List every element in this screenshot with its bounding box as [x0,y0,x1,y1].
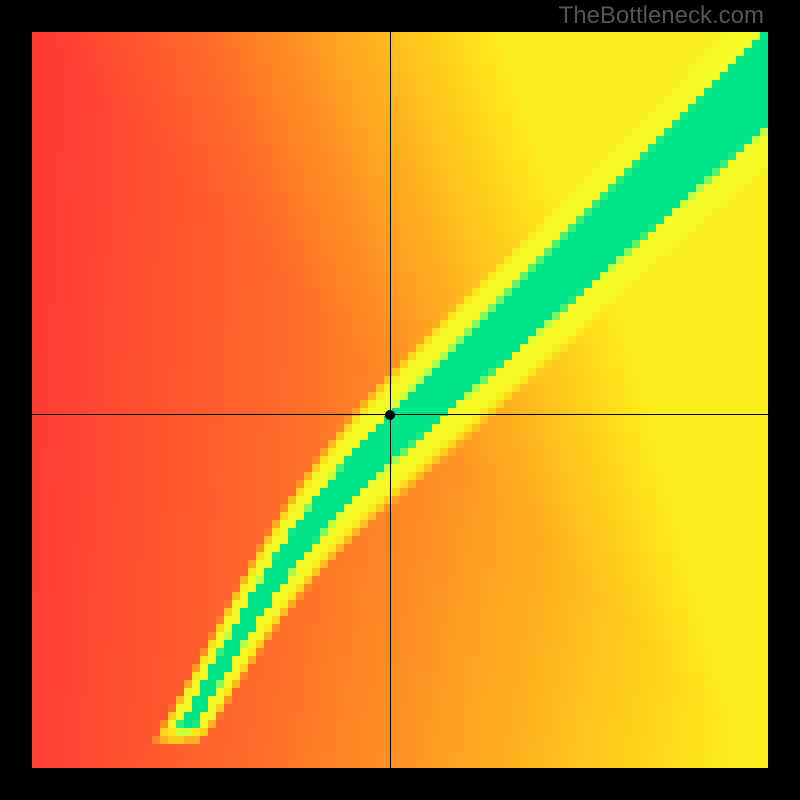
bottleneck-heatmap [32,32,768,768]
crosshair-vertical [390,32,391,768]
watermark-label: TheBottleneck.com [559,2,764,30]
crosshair-horizontal [32,414,768,415]
